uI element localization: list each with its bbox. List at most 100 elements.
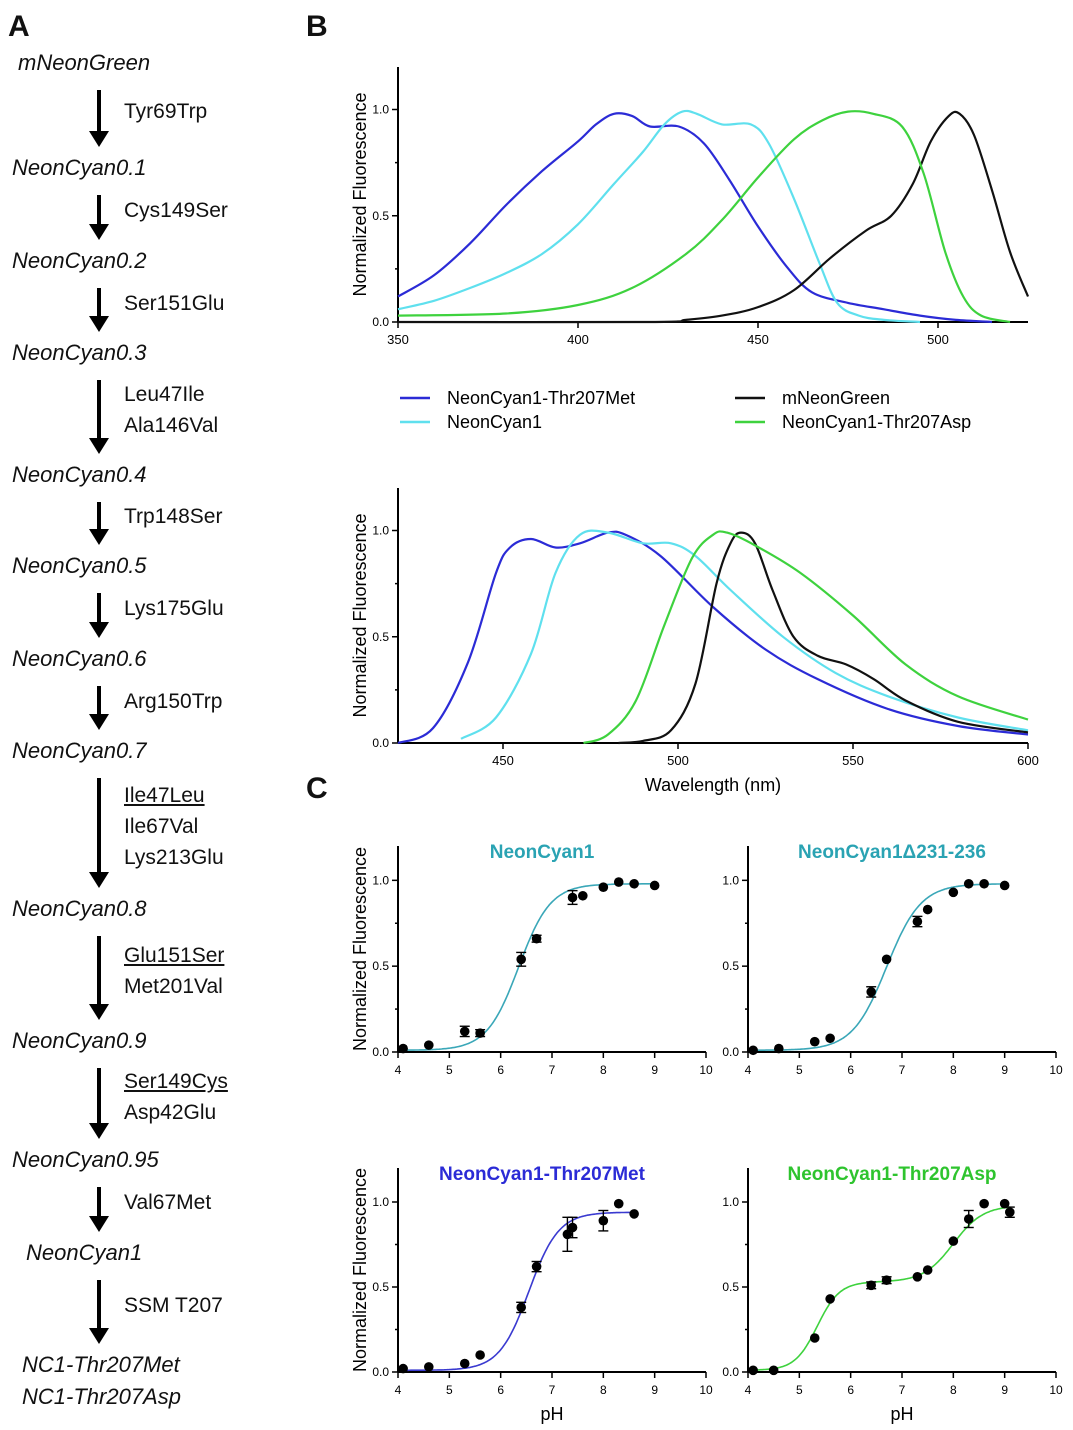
spectrum-legend: NeonCyan1-Thr207Met NeonCyan1 mNeonGreen Ne…: [400, 388, 971, 432]
legend-label: NeonCyan1-Thr207Met: [447, 388, 635, 408]
y-tick-label: 1.0: [722, 873, 739, 887]
data-point: [912, 916, 923, 927]
x-tick-label: 400: [567, 332, 589, 347]
x-tick-label: 7: [549, 1063, 556, 1077]
mutation-text: Ala146Val: [124, 414, 219, 437]
fit-curve: [403, 1211, 635, 1372]
x-tick-label: 10: [699, 1383, 713, 1397]
data-point: [649, 880, 660, 891]
lineage-arrow: [89, 90, 109, 147]
x-tick-label: 9: [1001, 1383, 1008, 1397]
x-tick-label: 8: [600, 1383, 607, 1397]
lineage-arrow: [89, 936, 109, 1020]
mutation-label: Arg150Trp: [124, 686, 222, 717]
data-point: [562, 1229, 573, 1240]
x-tick-label: 8: [950, 1063, 957, 1077]
x-tick-label: 5: [446, 1383, 453, 1397]
x-tick-label: 10: [699, 1063, 713, 1077]
y-axis-label: Normalized Fluorescence: [350, 1168, 370, 1372]
mutation-text: Ile47Leu: [124, 783, 205, 807]
data-point: [567, 892, 578, 903]
y-tick-label: 1.0: [372, 1195, 389, 1209]
y-tick-label: 1.0: [722, 1195, 739, 1209]
lineage-step: NeonCyan0.1: [12, 155, 147, 180]
mutation-text: Ile67Val: [124, 814, 199, 838]
data-point: [922, 904, 933, 915]
mutation-label: Lys175Glu: [124, 593, 224, 624]
x-tick-label: 4: [395, 1383, 402, 1397]
mutation-text: Cys149Ser: [124, 199, 228, 222]
data-point: [963, 1214, 974, 1224]
x-axis-label: pH: [890, 1404, 913, 1424]
series-line: [618, 531, 1029, 745]
x-tick-label: 10: [1049, 1383, 1063, 1397]
data-point: [948, 887, 959, 898]
data-point: [748, 1045, 758, 1056]
x-tick-label: 9: [651, 1063, 658, 1077]
data-point: [809, 1333, 820, 1343]
lineage-step: NeonCyan0.9: [12, 1028, 147, 1053]
y-tick-label: 0.0: [722, 1045, 739, 1059]
series-line: [397, 109, 921, 324]
series-line: [583, 530, 1029, 745]
lineage-arrow: [89, 778, 109, 888]
mutation-text: Ser149Cys: [124, 1069, 228, 1093]
data-point: [598, 882, 609, 892]
data-point: [948, 1236, 959, 1246]
y-tick-label: 0.5: [372, 630, 389, 644]
fit-curve: [403, 883, 655, 1051]
data-point: [398, 1043, 408, 1054]
data-point: [475, 1350, 485, 1360]
data-point: [531, 933, 542, 944]
data-point: [963, 878, 974, 889]
data-point: [459, 1358, 470, 1369]
data-point: [866, 987, 876, 997]
x-tick-label: 4: [745, 1063, 752, 1077]
x-tick-label: 6: [847, 1063, 854, 1077]
data-point: [531, 1261, 542, 1272]
mutation-label: Cys149Ser: [124, 195, 228, 226]
mutation-text: Trp148Ser: [124, 505, 223, 528]
y-tick-label: 1.0: [372, 873, 389, 887]
data-point: [809, 1036, 820, 1047]
y-tick-label: 0.5: [372, 209, 389, 223]
y-tick-label: 0.0: [372, 1045, 389, 1059]
mutation-text: Ser151Glu: [124, 291, 225, 315]
lineage-arrow: [89, 686, 109, 730]
x-tick-label: 5: [796, 1063, 803, 1077]
series-line: [397, 112, 993, 324]
data-point: [774, 1043, 784, 1054]
x-tick-label: 9: [1001, 1063, 1008, 1077]
data-point: [748, 1365, 758, 1376]
x-tick-label: 6: [497, 1063, 504, 1077]
x-tick-label: 4: [745, 1383, 752, 1397]
chart-title: NeonCyan1-Thr207Asp: [787, 1164, 996, 1185]
data-point: [999, 1198, 1010, 1209]
fit-curve: [753, 883, 1005, 1051]
lineage-arrow: [89, 1187, 109, 1232]
x-tick-label: 350: [387, 332, 409, 347]
legend-label: mNeonGreen: [782, 388, 890, 408]
x-tick-label: 7: [899, 1063, 906, 1077]
lineage-arrow: [89, 195, 109, 240]
data-point: [629, 878, 639, 889]
legend-label: NeonCyan1-Thr207Asp: [782, 412, 971, 432]
data-point: [424, 1040, 434, 1050]
data-point: [578, 890, 588, 901]
mutation-text: Lys175Glu: [124, 597, 224, 620]
x-tick-label: 6: [847, 1383, 854, 1397]
mutation-label: Ser149Cys Asp42Glu: [124, 1066, 228, 1128]
data-point: [629, 1209, 639, 1219]
mutation-label: Tyr69Trp: [124, 96, 207, 127]
panel-b-letter: B: [306, 10, 328, 43]
data-point: [881, 1275, 892, 1285]
x-axis-label: pH: [540, 1404, 563, 1424]
lineage-step: NeonCyan0.2: [12, 248, 147, 273]
y-tick-label: 1.0: [372, 103, 389, 117]
data-point: [398, 1363, 408, 1374]
series-line: [397, 110, 1011, 324]
mutation-text: Tyr69Trp: [124, 100, 208, 123]
y-tick-label: 0.5: [722, 959, 739, 973]
ph-titration-thr207asp: 0.0 0.5 1.0 4 5 6 7 8 9 10 pH NeonCyan1-Thr207Asp: [722, 1164, 1063, 1424]
ph-titration-neoncyan1-delta: 0.0 0.5 1.0 4 5 6 7 8 9 10 NeonCyan1Δ231-236: [722, 842, 1063, 1077]
